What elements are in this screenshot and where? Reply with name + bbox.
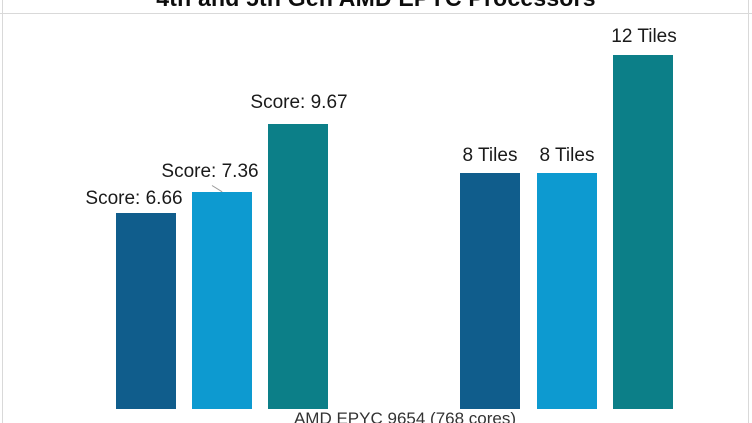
bar (613, 55, 673, 409)
bar-value-label: 12 Tiles (611, 26, 677, 47)
bar-value-label: 8 Tiles (539, 145, 595, 166)
bar (116, 213, 176, 409)
bar-value-label: 8 Tiles (462, 145, 518, 166)
chart-title: 4th and 5th Gen AMD EPYC Processors (0, 0, 752, 10)
card-right-border (748, 0, 749, 423)
bar (192, 192, 252, 409)
bar (460, 173, 520, 409)
bar-value-label: Score: 6.66 (85, 188, 183, 209)
card-left-border (2, 0, 3, 423)
bar-value-label: Score: 7.36 (161, 161, 259, 182)
title-divider (0, 13, 752, 14)
bar (537, 173, 597, 409)
bar-value-label: Score: 9.67 (250, 92, 348, 113)
bar (268, 124, 328, 409)
x-axis-label: AMD EPYC 9654 (768 cores) (293, 409, 517, 423)
